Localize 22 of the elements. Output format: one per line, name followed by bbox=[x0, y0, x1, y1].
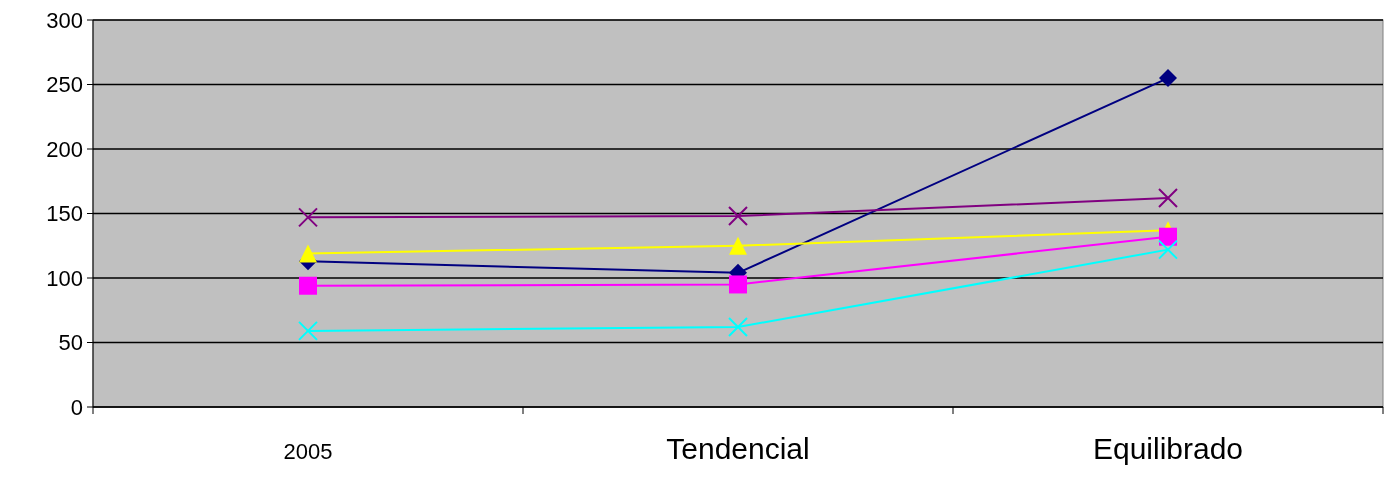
point bbox=[728, 206, 748, 227]
y-tick-label: 50 bbox=[58, 330, 83, 356]
y-tick-label: 200 bbox=[46, 136, 83, 162]
x-tick-label: Equilibrado bbox=[1092, 432, 1244, 465]
x-tick-label: Tendencial bbox=[666, 432, 810, 465]
point bbox=[298, 320, 318, 341]
point bbox=[728, 317, 748, 338]
point bbox=[299, 244, 317, 263]
y-tick-label: 300 bbox=[46, 7, 83, 33]
y-tick-label: 150 bbox=[46, 201, 83, 227]
y-tick-label: 250 bbox=[46, 72, 83, 98]
point bbox=[1158, 188, 1178, 209]
point bbox=[1159, 227, 1177, 246]
y-tick-label: 0 bbox=[70, 394, 83, 420]
point bbox=[298, 207, 318, 228]
x-tick-label: 2005 bbox=[283, 439, 333, 464]
point bbox=[1158, 239, 1178, 260]
point bbox=[1159, 69, 1177, 88]
point bbox=[729, 236, 747, 255]
y-tick-label: 100 bbox=[46, 265, 83, 291]
point bbox=[729, 275, 747, 294]
point bbox=[299, 276, 317, 295]
